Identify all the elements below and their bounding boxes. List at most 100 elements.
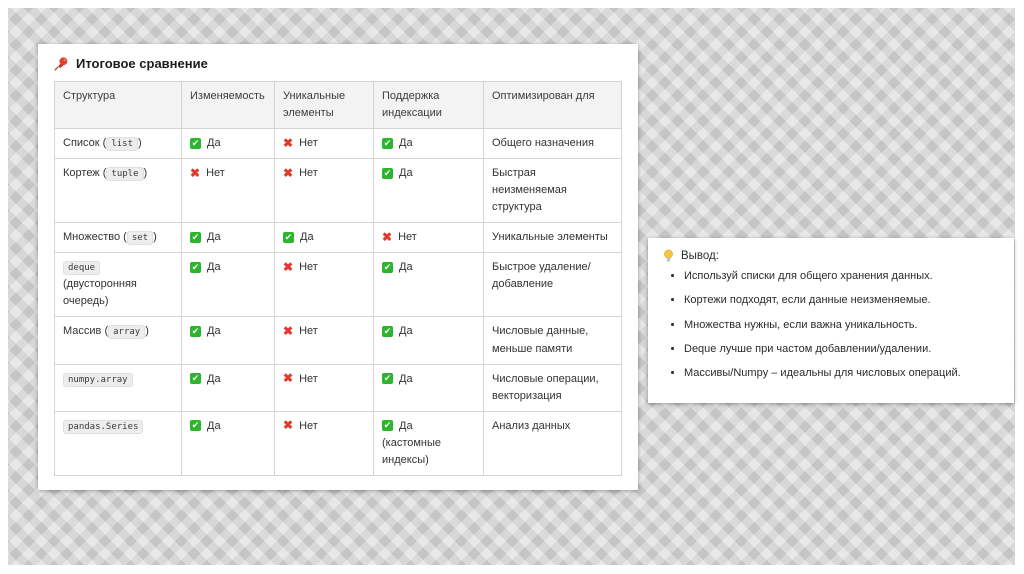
yes-no-value: ✔ Да	[190, 137, 221, 149]
optimized-cell: Быстрая неизменяемая структура	[483, 158, 622, 224]
indexing-cell: ✔ Да	[373, 158, 484, 224]
optimized-cell: Уникальные элементы	[483, 222, 622, 254]
cross-icon: ✖	[283, 371, 294, 386]
check-icon: ✔	[190, 137, 201, 149]
check-icon: ✔	[382, 420, 393, 432]
card-title: Итоговое сравнение	[76, 56, 208, 71]
yes-no-label: Нет	[299, 325, 318, 338]
conclusion-list: Используй списки для общего хранения дан…	[662, 269, 1000, 381]
yes-no-label: Нет	[299, 261, 318, 274]
unique-cell: ✖ Нет	[274, 128, 374, 160]
structure-cell: Массив (array)	[54, 316, 182, 365]
check-icon: ✔	[382, 261, 393, 273]
yes-no-label: Да	[207, 372, 221, 385]
pushpin-icon	[54, 56, 69, 71]
yes-no-value: ✔ Да	[190, 420, 221, 432]
check-icon: ✔	[190, 231, 201, 243]
optimized-cell: Быстрое удаление/ добавление	[483, 252, 622, 318]
yes-no-label: Нет	[206, 167, 225, 180]
table-row: Кортеж (tuple) ✖ Нет ✖ Нет ✔ Да Быстрая неизмен…	[54, 158, 622, 224]
table-row: pandas.Series ✔ Да ✖ Нет ✔ Да (кастомные индекс…	[54, 410, 622, 476]
yes-no-label: Да	[399, 167, 413, 180]
yes-no-label: Да	[207, 261, 221, 274]
conclusion-bullet: Используй списки для общего хранения дан…	[684, 269, 1000, 284]
mutable-cell: ✔ Да	[181, 316, 275, 365]
indexing-cell: ✔ Да	[373, 363, 484, 412]
yes-no-label: Да	[207, 325, 221, 338]
yes-no-value: ✖ Нет	[190, 167, 225, 179]
structure-cell: Кортеж (tuple)	[54, 158, 182, 224]
optimized-cell: Анализ данных	[483, 410, 622, 476]
yes-no-label: Да	[399, 372, 413, 385]
header-row: Структура Изменяемость Уникальные элемен…	[54, 80, 622, 130]
structure-cell: Список (list)	[54, 128, 182, 160]
table-row: deque (двусторонняя очередь) ✔ Да ✖ Нет ✔ Да Быс…	[54, 252, 622, 318]
yes-no-value: ✔ Да	[382, 261, 413, 273]
comparison-table-body: Список (list) ✔ Да ✖ Нет ✔ Да Общего назначения…	[54, 128, 622, 476]
check-icon: ✔	[382, 167, 393, 179]
cross-icon: ✖	[283, 135, 294, 150]
check-icon: ✔	[190, 373, 201, 385]
structure-note: (двусторонняя очередь)	[63, 278, 137, 308]
yes-no-label: Да	[399, 137, 413, 150]
mutable-cell: ✔ Да	[181, 128, 275, 160]
cross-icon: ✖	[382, 229, 393, 244]
unique-cell: ✔ Да	[274, 222, 374, 254]
comparison-table-head: Структура Изменяемость Уникальные элемен…	[54, 80, 622, 130]
table-row: Массив (array) ✔ Да ✖ Нет ✔ Да Числовые данные,…	[54, 316, 622, 365]
yes-no-value: ✔ Да	[382, 137, 413, 149]
unique-cell: ✖ Нет	[274, 410, 374, 476]
indexing-note: (кастомные индексы)	[382, 436, 442, 466]
yes-no-value: ✔ Да	[190, 231, 221, 243]
cross-icon: ✖	[283, 324, 294, 339]
col-header-optimized: Оптимизирован для	[483, 80, 622, 130]
yes-no-value: ✔ Да	[190, 373, 221, 385]
col-header-structure: Структура	[54, 80, 182, 130]
cross-icon: ✖	[283, 165, 294, 180]
structure-cell: numpy.array	[54, 363, 182, 412]
structure-cell: pandas.Series	[54, 410, 182, 476]
conclusion-title: Вывод:	[681, 250, 719, 262]
mutable-cell: ✔ Да	[181, 252, 275, 318]
code-chip: array	[108, 325, 146, 340]
comparison-card: Итоговое сравнение Структура Изменяемост…	[38, 44, 638, 490]
lightbulb-icon	[662, 249, 675, 263]
check-icon: ✔	[382, 326, 393, 338]
indexing-cell: ✔ Да (кастомные индексы)	[373, 410, 484, 476]
table-row: Список (list) ✔ Да ✖ Нет ✔ Да Общего назначения	[54, 128, 622, 160]
yes-no-value: ✔ Да	[382, 373, 413, 385]
yes-no-value: ✖ Нет	[283, 325, 318, 337]
conclusion-title-row: Вывод:	[662, 249, 1000, 263]
table-row: Множество (set) ✔ Да ✔ Да ✖ Нет Уникальные элем…	[54, 222, 622, 254]
card-title-row: Итоговое сравнение	[54, 56, 622, 71]
mutable-cell: ✔ Да	[181, 222, 275, 254]
mutable-cell: ✔ Да	[181, 363, 275, 412]
code-chip: tuple	[106, 167, 144, 182]
indexing-cell: ✔ Да	[373, 128, 484, 160]
yes-no-value: ✔ Да	[382, 167, 413, 179]
col-header-unique: Уникальные элементы	[274, 80, 374, 130]
cross-icon: ✖	[283, 418, 294, 433]
yes-no-label: Нет	[398, 231, 417, 244]
yes-no-label: Да	[207, 419, 221, 432]
optimized-cell: Общего назначения	[483, 128, 622, 160]
yes-no-label: Да	[399, 419, 413, 432]
yes-no-value: ✖ Нет	[283, 167, 318, 179]
structure-cell: Множество (set)	[54, 222, 182, 254]
yes-no-label: Да	[399, 261, 413, 274]
yes-no-value: ✖ Нет	[283, 261, 318, 273]
mutable-cell: ✔ Да	[181, 410, 275, 476]
check-icon: ✔	[190, 326, 201, 338]
conclusion-bullet: Массивы/Numpy – идеальны для числовых оп…	[684, 366, 1000, 381]
yes-no-value: ✔ Да	[283, 231, 314, 243]
unique-cell: ✖ Нет	[274, 363, 374, 412]
cross-icon: ✖	[283, 259, 294, 274]
yes-no-value: ✔ Да	[382, 325, 413, 337]
yes-no-label: Да	[300, 231, 314, 244]
table-row: numpy.array ✔ Да ✖ Нет ✔ Да Числовые операции, …	[54, 363, 622, 412]
check-icon: ✔	[190, 261, 201, 273]
yes-no-label: Нет	[299, 419, 318, 432]
yes-no-value: ✖ Нет	[283, 137, 318, 149]
conclusion-card: Вывод: Используй списки для общего хране…	[648, 238, 1014, 403]
yes-no-label: Нет	[299, 372, 318, 385]
